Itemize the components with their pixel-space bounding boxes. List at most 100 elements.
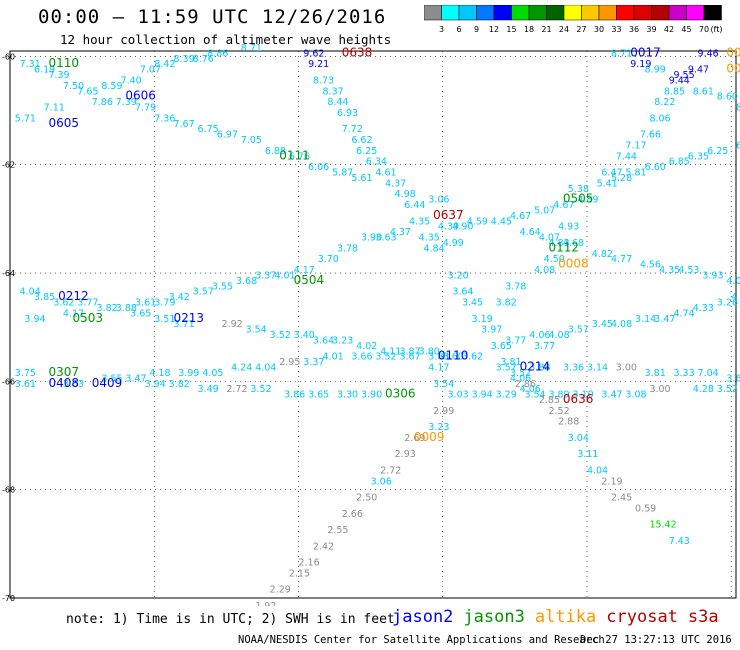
wave-height-value: 4.06 [510, 373, 531, 384]
colorbar-unit: (ft) [710, 25, 722, 34]
wave-height-value: 2.66 [342, 509, 363, 520]
wave-height-value: 4.64 [520, 227, 541, 238]
wave-height-value: 2.52 [548, 406, 569, 417]
wave-height-value: 4.28 [693, 384, 714, 395]
wave-height-value: 3.14 [587, 363, 608, 374]
wave-height-value: 7.11 [44, 103, 65, 114]
wave-height-value: 4.33 [693, 303, 714, 314]
wave-height-value: 5.87 [332, 168, 353, 179]
wave-height-value: 3.54 [433, 379, 454, 390]
wave-height-value: 4.98 [395, 189, 416, 200]
wave-height-value: 9.55 [673, 70, 694, 81]
lat-label: -60 [2, 52, 15, 61]
generated-timestamp: Dec 27 13:27:13 UTC 2016 [580, 634, 732, 646]
pass-time-label: 0505 [563, 192, 594, 206]
wave-height-value: 6.35 [688, 151, 709, 162]
wave-height-value: 3.64 [452, 287, 473, 298]
wave-height-value: 3.99 [178, 368, 199, 379]
wave-height-value: 3.54 [524, 390, 545, 401]
wave-height-value: 3.54 [246, 325, 267, 336]
wave-height-value: 2.95 [279, 357, 300, 368]
pass-time-label: 0017 [630, 45, 661, 59]
wave-height-value: 8.44 [327, 97, 348, 108]
wave-height-value: 4.59 [467, 216, 488, 227]
wave-height-value: 3.45 [462, 298, 483, 309]
wave-height-value: 4.08 [611, 319, 632, 330]
wave-height-value: 8.37 [323, 86, 344, 97]
wave-height-value: 3.23 [428, 422, 449, 433]
pass-time-label: 0213 [173, 311, 204, 325]
colorbar-tick-label: 18 [524, 25, 534, 34]
wave-height-value: 7.17 [625, 140, 646, 151]
wave-height-value: 3.94 [145, 379, 166, 390]
wave-height-value: 4.67 [553, 200, 574, 211]
wave-height-value: 3.82 [496, 298, 517, 309]
wave-height-value: 3.51 [154, 314, 175, 325]
wave-height-value: 0.59 [635, 503, 656, 514]
wave-height-value: 7.31 [20, 59, 41, 70]
wave-height-value: 4.11 [380, 346, 401, 357]
wave-height-value: 6.25 [356, 146, 377, 157]
wave-height-value: 7.79 [135, 103, 156, 114]
pass-time-label: 0110 [48, 56, 79, 70]
wave-height-value: 4.17 [294, 265, 315, 276]
pass-time-label: 0605 [48, 116, 79, 130]
wave-height-value: 3.71 [173, 319, 194, 330]
wave-height-value: 4.07 [539, 233, 560, 244]
wave-height-value: 3.57 [193, 287, 214, 298]
legend-entry-jason2: jason2 [392, 607, 454, 627]
pass-time-label: 0112 [548, 240, 579, 254]
wave-height-value: 4.06 [529, 330, 550, 341]
wave-height-value: 8.60 [717, 92, 738, 103]
wave-height-value: 5.28 [611, 173, 632, 184]
wave-height-value: 3.14 [635, 314, 656, 325]
colorbar-tick-label: 12 [489, 25, 499, 34]
lat-label: -70 [2, 594, 15, 603]
wave-height-value: 2.72 [226, 384, 247, 395]
pass-time-label: 0606 [125, 89, 156, 103]
colorbar-tick-label: 6 [456, 25, 461, 34]
wave-height-value: 7.36 [154, 113, 175, 124]
wave-height-value: 4.01 [726, 276, 740, 287]
wave-height-value: 2.93 [395, 449, 416, 460]
wave-height-value: 3.80 [419, 346, 440, 357]
wave-height-value: 2.29 [270, 585, 291, 596]
wave-height-value: 5.41 [597, 178, 618, 189]
wave-height-value: 3.26 [717, 298, 738, 309]
colorbar-tick-label: 21 [541, 25, 551, 34]
wave-height-value: 3.77 [534, 341, 555, 352]
wave-height-value: 3.42 [169, 292, 190, 303]
wave-height-value: 8.71 [611, 48, 632, 59]
wave-height-value: 4.04 [587, 465, 608, 476]
wave-height-value: 4.83 [548, 238, 569, 249]
pass-time-label: 0408 [48, 376, 79, 390]
pass-time-label: 0212 [58, 289, 89, 303]
wave-height-value: 6.06 [308, 162, 329, 173]
wave-height-value: 4.77 [611, 254, 632, 265]
lat-label: -66 [2, 377, 15, 386]
wave-height-value: 2.99 [433, 406, 454, 417]
wave-height-value: 3.79 [154, 298, 175, 309]
wave-height-value: 7.86 [92, 97, 113, 108]
wave-height-value: 7.39 [116, 97, 137, 108]
wave-height-value: 3.65 [491, 341, 512, 352]
wave-height-value: 3.67 [399, 352, 420, 363]
wave-height-value: 3.00 [616, 363, 637, 374]
wave-height-value: 9.46 [698, 48, 719, 59]
wave-height-value: 3.29 [496, 390, 517, 401]
legend-entry-altika: altika [534, 607, 597, 627]
wave-height-value: 3.04 [568, 433, 589, 444]
wave-height-value: 4.61 [375, 168, 396, 179]
map-subtitle: 12 hour collection of altimeter wave hei… [60, 32, 392, 47]
wave-height-value: 3.11 [577, 449, 598, 460]
wave-height-value: 4.99 [443, 238, 464, 249]
wave-height-value: 7.05 [241, 135, 262, 146]
wave-height-value: 7.43 [669, 536, 690, 547]
wave-height-value: 4.35 [409, 216, 430, 227]
wave-height-value: 3.60 [443, 352, 464, 363]
wave-height-value: 8.85 [664, 86, 685, 97]
wave-height-value: 3.52 [270, 330, 291, 341]
wave-height-value: 6.93 [337, 108, 358, 119]
wave-height-value: 2.50 [356, 493, 377, 504]
wave-height-value: 3.75 [15, 368, 36, 379]
